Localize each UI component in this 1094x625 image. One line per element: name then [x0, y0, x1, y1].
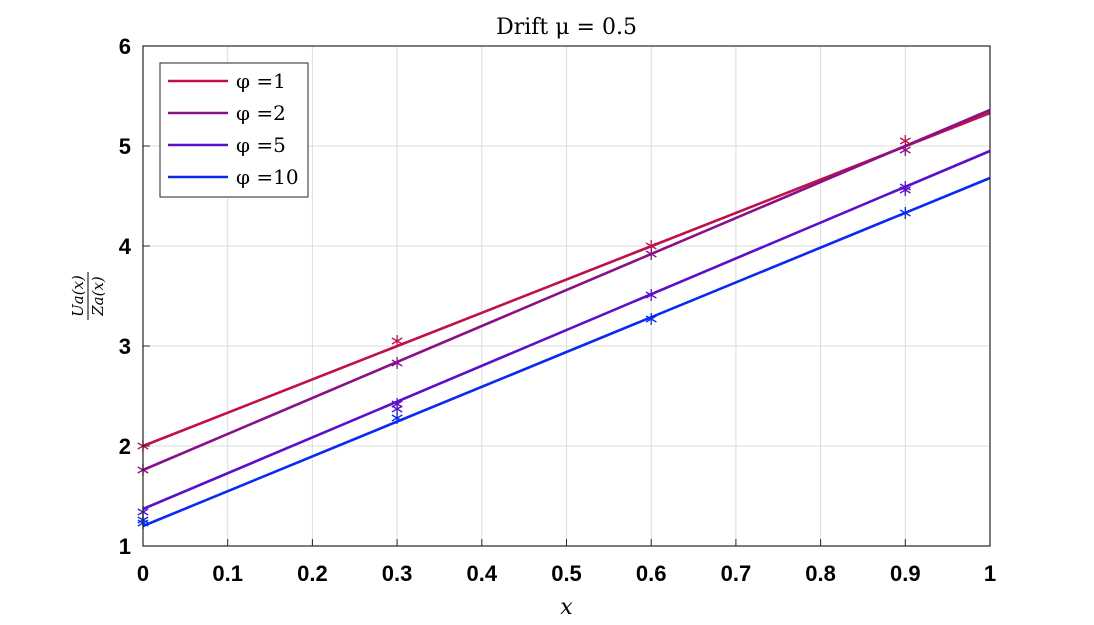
x-tick-label: 1 [984, 561, 996, 586]
legend-label-4: φ =10 [236, 165, 299, 189]
y-tick-label: 6 [119, 34, 131, 59]
y-tick-label: 2 [119, 434, 131, 459]
chart-title: Drift μ = 0.5 [496, 15, 637, 40]
series-4-marker [391, 412, 403, 424]
extra-marker [391, 398, 403, 410]
series-2-marker [645, 248, 657, 260]
series-line-1 [142, 111, 991, 448]
series-4-marker [899, 207, 911, 219]
y-tick-label: 4 [119, 234, 132, 259]
y-tick-label: 1 [119, 534, 131, 559]
series-line-4 [142, 176, 991, 528]
legend-label-1: φ =1 [236, 69, 286, 93]
y-label-denominator: Za(x) [89, 276, 107, 317]
x-tick-label: 0.6 [636, 561, 667, 586]
x-tick-label: 0.3 [382, 561, 413, 586]
series-2-marker [391, 357, 403, 369]
x-tick-label: 0 [137, 561, 149, 586]
x-tick-label: 0.9 [890, 561, 921, 586]
legend: φ =1 φ =2 φ =5 φ =10 [159, 62, 309, 198]
y-tick-label: 3 [119, 334, 131, 359]
x-tick-label: 0.1 [212, 561, 243, 586]
y-axis-label: Ua(x) Za(x) [69, 272, 107, 320]
x-tick-label: 0.2 [297, 561, 328, 586]
x-tick-label: 0.4 [467, 561, 498, 586]
series-line-3 [142, 149, 991, 511]
series-markers [137, 135, 911, 529]
series-1-marker [391, 335, 403, 347]
series-4-marker [645, 313, 657, 325]
series-line-2 [142, 108, 991, 472]
x-tick-label: 0.7 [721, 561, 752, 586]
tick-labels: 0 0.1 0.2 0.3 0.4 0.5 0.6 0.7 0.8 0.9 1 1 2 3 4 5 6 [119, 34, 996, 586]
legend-label-3: φ =5 [236, 133, 286, 157]
series-2-marker [899, 144, 911, 156]
y-label-numerator: Ua(x) [69, 275, 87, 317]
extra-marker [899, 181, 911, 193]
x-tick-label: 0.8 [805, 561, 836, 586]
x-tick-label: 0.5 [551, 561, 582, 586]
y-tick-label: 5 [119, 134, 131, 159]
x-axis-label: x [560, 595, 573, 620]
series-3-marker [645, 289, 657, 301]
legend-box [159, 62, 309, 198]
series-lines [142, 108, 991, 528]
legend-label-2: φ =2 [236, 101, 286, 125]
